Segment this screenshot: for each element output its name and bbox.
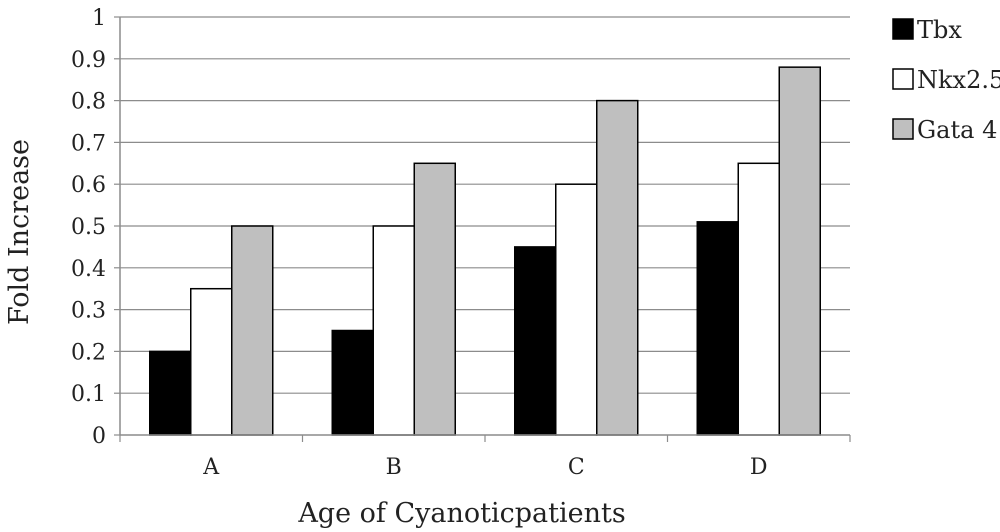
x-tick-label: A bbox=[202, 455, 220, 480]
x-axis-title: Age of Cyanoticpatients bbox=[297, 498, 625, 529]
y-tick-label: 0.7 bbox=[71, 131, 106, 156]
y-tick-label: 0.6 bbox=[71, 173, 106, 198]
y-tick-label: 0.4 bbox=[71, 257, 106, 282]
bar-nkx2-5-d bbox=[737, 162, 780, 436]
legend-swatch-nkx2-5 bbox=[892, 68, 914, 90]
bar-tbx-c bbox=[514, 246, 557, 436]
legend-swatch-tbx bbox=[892, 18, 914, 40]
y-axis-title: Fold Increase bbox=[4, 139, 35, 325]
bars bbox=[149, 66, 821, 436]
x-tick-label: D bbox=[750, 455, 768, 480]
legend: Tbx Nkx2.5 Gata 4 bbox=[892, 16, 1000, 144]
bar-gata-4-a bbox=[231, 225, 274, 436]
bar-gata-4-d bbox=[778, 66, 821, 436]
y-tick-label: 0.3 bbox=[71, 299, 106, 324]
y-tick-label: 0.1 bbox=[71, 382, 106, 407]
y-tick-label: 0.8 bbox=[71, 90, 106, 115]
y-tick-labels: 0 0.1 0.2 0.3 0.4 0.5 0.6 0.7 0.8 0.9 1 bbox=[71, 6, 106, 449]
legend-label: Gata 4 bbox=[917, 116, 997, 144]
y-tick-label: 0.9 bbox=[71, 48, 106, 73]
axes bbox=[114, 16, 851, 442]
x-tick-label: C bbox=[568, 455, 585, 480]
x-tick-labels: A B C D bbox=[202, 455, 767, 480]
legend-swatch-gata-4 bbox=[892, 118, 914, 140]
bar-nkx2-5-a bbox=[190, 287, 233, 436]
legend-label: Nkx2.5 bbox=[917, 66, 1000, 94]
y-tick-label: 0.5 bbox=[71, 215, 106, 240]
legend-label: Tbx bbox=[917, 16, 962, 44]
bar-tbx-d bbox=[696, 221, 739, 436]
y-tick-label: 1 bbox=[92, 6, 106, 31]
bar-gata-4-c bbox=[596, 99, 639, 436]
bar-nkx2-5-c bbox=[555, 183, 598, 436]
bar-gata-4-b bbox=[413, 162, 456, 436]
bar-tbx-b bbox=[331, 329, 374, 436]
x-tick-label: B bbox=[386, 455, 402, 480]
y-tick-label: 0.2 bbox=[71, 340, 106, 365]
bar-nkx2-5-b bbox=[372, 225, 415, 436]
bar-tbx-a bbox=[149, 350, 192, 436]
y-tick-label: 0 bbox=[92, 424, 106, 449]
